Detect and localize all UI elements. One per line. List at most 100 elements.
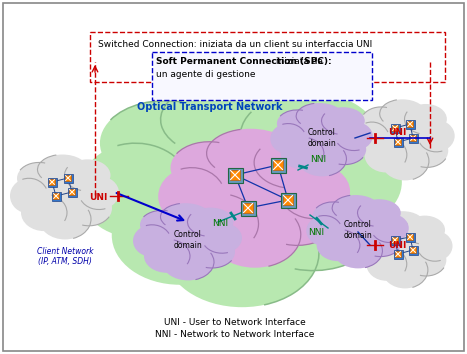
FancyBboxPatch shape xyxy=(69,189,75,195)
Ellipse shape xyxy=(187,207,234,236)
Text: Soft Permanent Connection (SPC):: Soft Permanent Connection (SPC): xyxy=(156,57,332,66)
FancyBboxPatch shape xyxy=(270,158,285,172)
Ellipse shape xyxy=(277,110,318,137)
Ellipse shape xyxy=(257,188,338,245)
FancyBboxPatch shape xyxy=(394,250,403,258)
FancyBboxPatch shape xyxy=(392,237,398,243)
FancyBboxPatch shape xyxy=(394,137,403,147)
Ellipse shape xyxy=(150,214,226,266)
Ellipse shape xyxy=(323,205,393,255)
Ellipse shape xyxy=(140,210,184,239)
Ellipse shape xyxy=(66,190,112,226)
FancyBboxPatch shape xyxy=(53,193,59,199)
Ellipse shape xyxy=(17,162,61,194)
Ellipse shape xyxy=(380,99,426,128)
Ellipse shape xyxy=(280,164,350,219)
FancyBboxPatch shape xyxy=(283,195,293,205)
Text: Control
domain: Control domain xyxy=(174,230,202,250)
Ellipse shape xyxy=(209,201,301,268)
Text: Client Network
(IP, ATM, SDH): Client Network (IP, ATM, SDH) xyxy=(37,247,93,267)
Bar xyxy=(152,52,372,100)
FancyBboxPatch shape xyxy=(241,200,255,216)
Ellipse shape xyxy=(382,252,428,289)
FancyBboxPatch shape xyxy=(395,139,401,145)
Text: NNI: NNI xyxy=(212,219,228,228)
Ellipse shape xyxy=(281,137,324,169)
Text: NNI: NNI xyxy=(308,228,324,237)
Ellipse shape xyxy=(323,134,366,165)
Ellipse shape xyxy=(296,103,343,129)
Ellipse shape xyxy=(332,195,379,221)
Ellipse shape xyxy=(381,211,425,238)
Text: un agente di gestione: un agente di gestione xyxy=(156,70,255,79)
Ellipse shape xyxy=(270,124,306,154)
FancyBboxPatch shape xyxy=(409,246,417,255)
Ellipse shape xyxy=(206,129,295,178)
Ellipse shape xyxy=(28,166,102,224)
Ellipse shape xyxy=(358,199,401,227)
FancyBboxPatch shape xyxy=(51,192,61,200)
Ellipse shape xyxy=(317,229,360,261)
Ellipse shape xyxy=(165,199,319,307)
Text: iniziata da: iniziata da xyxy=(273,57,323,66)
Ellipse shape xyxy=(406,134,448,167)
Ellipse shape xyxy=(189,236,235,268)
Ellipse shape xyxy=(363,218,402,247)
FancyBboxPatch shape xyxy=(392,125,398,131)
Ellipse shape xyxy=(133,225,171,257)
Ellipse shape xyxy=(406,244,446,276)
FancyBboxPatch shape xyxy=(390,124,399,132)
Ellipse shape xyxy=(361,107,401,137)
FancyBboxPatch shape xyxy=(410,247,416,253)
FancyBboxPatch shape xyxy=(409,133,417,143)
Ellipse shape xyxy=(287,113,357,163)
FancyBboxPatch shape xyxy=(405,233,415,241)
Ellipse shape xyxy=(79,143,191,238)
Text: UNI - User to Network Interface: UNI - User to Network Interface xyxy=(164,318,306,327)
Ellipse shape xyxy=(162,244,214,280)
Ellipse shape xyxy=(100,101,230,185)
Ellipse shape xyxy=(313,202,354,229)
Ellipse shape xyxy=(370,111,439,165)
Text: UNI: UNI xyxy=(388,241,406,250)
Ellipse shape xyxy=(335,122,373,150)
Ellipse shape xyxy=(283,137,402,227)
Text: Control
domain: Control domain xyxy=(344,220,372,240)
Ellipse shape xyxy=(404,216,445,244)
Ellipse shape xyxy=(306,216,342,246)
Ellipse shape xyxy=(202,223,242,253)
FancyBboxPatch shape xyxy=(227,167,242,183)
Ellipse shape xyxy=(365,137,407,172)
Ellipse shape xyxy=(161,203,211,230)
Ellipse shape xyxy=(354,122,389,156)
Ellipse shape xyxy=(381,142,429,181)
Ellipse shape xyxy=(170,142,248,194)
FancyBboxPatch shape xyxy=(68,188,77,196)
Ellipse shape xyxy=(372,222,438,274)
Ellipse shape xyxy=(322,107,365,135)
Ellipse shape xyxy=(39,199,91,239)
Ellipse shape xyxy=(161,79,309,160)
Ellipse shape xyxy=(333,233,382,268)
Ellipse shape xyxy=(37,154,87,184)
FancyBboxPatch shape xyxy=(64,173,72,183)
Ellipse shape xyxy=(418,120,455,152)
Ellipse shape xyxy=(112,185,248,285)
FancyBboxPatch shape xyxy=(390,235,399,245)
Ellipse shape xyxy=(177,194,259,254)
Text: NNI - Network to Network Interface: NNI - Network to Network Interface xyxy=(156,330,315,339)
Ellipse shape xyxy=(254,137,335,189)
Ellipse shape xyxy=(297,141,347,176)
Text: UNI: UNI xyxy=(90,193,108,202)
FancyBboxPatch shape xyxy=(48,177,57,187)
Ellipse shape xyxy=(79,176,119,210)
Ellipse shape xyxy=(357,233,390,265)
Ellipse shape xyxy=(158,168,225,225)
Text: Optical Transport Network: Optical Transport Network xyxy=(137,102,283,112)
Text: Control
domain: Control domain xyxy=(308,128,336,148)
FancyBboxPatch shape xyxy=(405,120,415,129)
FancyBboxPatch shape xyxy=(407,234,413,240)
Ellipse shape xyxy=(189,148,321,242)
Text: UNI: UNI xyxy=(388,128,406,137)
FancyBboxPatch shape xyxy=(65,175,71,181)
